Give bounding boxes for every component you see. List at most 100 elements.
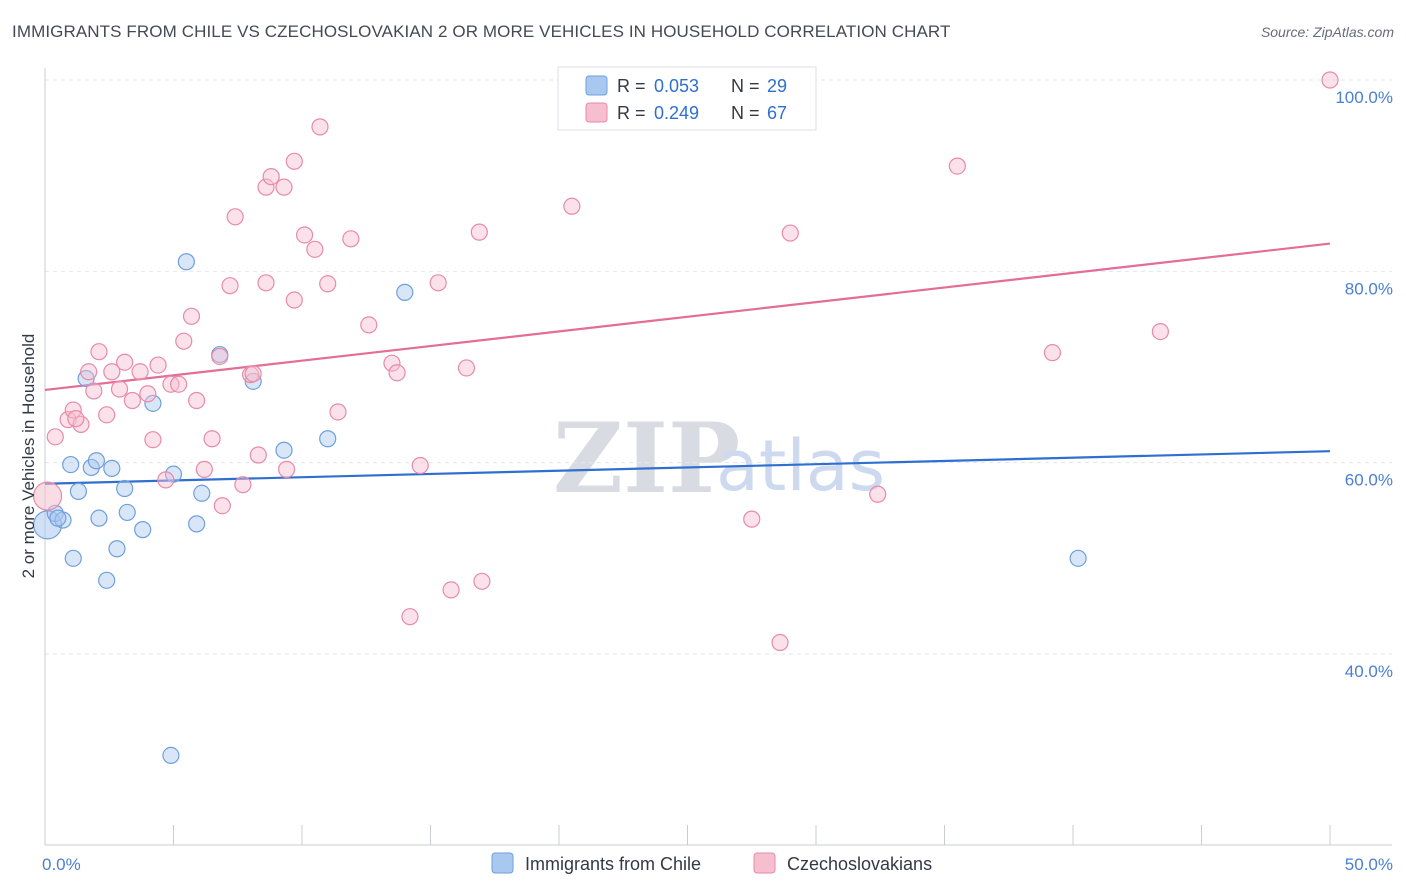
legend-swatch-czechoslovakians: [585, 102, 608, 123]
point-chile: [116, 479, 134, 498]
point-czechoslovakians: [306, 240, 324, 258]
legend-swatch-chile: [491, 852, 514, 874]
point-czechoslovakians: [285, 152, 303, 170]
legend-n-value: 29: [767, 76, 787, 96]
point-czechoslovakians: [948, 157, 966, 175]
point-czechoslovakians: [32, 481, 63, 511]
point-czechoslovakians: [144, 431, 162, 449]
point-czechoslovakians: [203, 430, 221, 448]
axes: [44, 68, 1392, 846]
legend-label-chile: Immigrants from Chile: [525, 854, 701, 874]
y-tick-label: 100.0%: [1335, 88, 1393, 107]
point-czechoslovakians: [139, 385, 157, 403]
point-czechoslovakians: [170, 375, 188, 393]
point-chile: [103, 459, 121, 478]
point-czechoslovakians: [342, 230, 360, 248]
point-chile: [98, 571, 116, 589]
point-czechoslovakians: [869, 485, 887, 503]
point-chile: [90, 509, 108, 527]
point-czechoslovakians: [188, 391, 206, 410]
point-chile: [193, 484, 211, 502]
point-czechoslovakians: [473, 572, 491, 590]
point-chile: [177, 253, 195, 271]
point-czechoslovakians: [131, 363, 149, 381]
point-czechoslovakians: [244, 365, 262, 383]
point-czechoslovakians: [175, 332, 193, 350]
point-czechoslovakians: [442, 581, 460, 599]
watermark: ZIP atlas: [553, 402, 885, 515]
legend-label-czechoslovakians: Czechoslovakians: [787, 854, 932, 874]
data-points: [32, 71, 1339, 765]
point-czechoslovakians: [470, 223, 488, 241]
point-czechoslovakians: [411, 456, 429, 475]
point-czechoslovakians: [275, 178, 293, 196]
point-chile: [319, 430, 337, 448]
point-czechoslovakians: [277, 460, 296, 478]
legend-r-label: R =: [617, 103, 646, 123]
point-chile: [69, 482, 88, 500]
point-czechoslovakians: [182, 307, 201, 325]
y-tick-label: 60.0%: [1345, 471, 1393, 490]
trend-line-czechoslovakians: [44, 242, 1331, 392]
point-czechoslovakians: [149, 356, 167, 374]
point-chile: [134, 521, 152, 539]
point-czechoslovakians: [262, 168, 280, 186]
point-chile: [108, 540, 126, 558]
point-czechoslovakians: [195, 460, 213, 478]
point-czechoslovakians: [329, 403, 347, 421]
trend-lines: [44, 242, 1331, 485]
point-czechoslovakians: [285, 291, 303, 309]
point-czechoslovakians: [743, 510, 761, 528]
point-czechoslovakians: [1151, 323, 1169, 341]
point-czechoslovakians: [388, 364, 406, 382]
x-tick-labels: 0.0% 50.0%: [42, 855, 1393, 874]
point-czechoslovakians: [103, 363, 121, 381]
point-czechoslovakians: [80, 363, 98, 381]
chart-title: IMMIGRANTS FROM CHILE VS CZECHOSLOVAKIAN…: [12, 22, 951, 41]
point-chile: [62, 455, 80, 474]
point-czechoslovakians: [249, 446, 267, 464]
point-czechoslovakians: [211, 347, 229, 366]
legend-n-value: 67: [767, 103, 787, 123]
x-tick-label: 0.0%: [42, 855, 81, 874]
point-czechoslovakians: [457, 359, 476, 377]
y-axis-label: 2 or more Vehicles in Household: [19, 334, 38, 579]
legend-bottom: Immigrants from Chile Czechoslovakians: [491, 852, 932, 874]
point-chile: [162, 746, 180, 765]
point-chile: [396, 283, 414, 301]
point-chile: [118, 503, 136, 522]
point-chile: [144, 394, 162, 412]
y-tick-label: 40.0%: [1345, 662, 1393, 681]
point-czechoslovakians: [213, 497, 231, 515]
legend-r-label: R =: [617, 76, 646, 96]
point-czechoslovakians: [429, 274, 447, 292]
point-czechoslovakians: [319, 275, 337, 293]
point-czechoslovakians: [771, 633, 789, 652]
point-chile: [77, 369, 95, 388]
point-chile: [49, 509, 67, 527]
point-czechoslovakians: [383, 354, 401, 372]
legend-row-czechoslovakians: R = 0.249 N = 67: [585, 102, 787, 123]
point-czechoslovakians: [85, 382, 103, 400]
point-czechoslovakians: [90, 343, 108, 361]
legend-top: R = 0.053 N = 29 R = 0.249 N = 67: [557, 66, 817, 131]
point-czechoslovakians: [221, 277, 239, 295]
point-chile: [64, 549, 82, 567]
point-czechoslovakians: [234, 476, 252, 494]
point-chile: [188, 515, 206, 533]
legend-n-label: N =: [731, 103, 760, 123]
point-czechoslovakians: [46, 428, 64, 446]
point-czechoslovakians: [257, 274, 275, 292]
legend-row-chile: R = 0.053 N = 29: [585, 75, 787, 96]
point-czechoslovakians: [360, 316, 378, 334]
point-chile: [1069, 549, 1087, 567]
watermark-zip: ZIP: [553, 402, 740, 515]
point-czechoslovakians: [563, 197, 581, 215]
point-czechoslovakians: [1043, 344, 1062, 362]
point-czechoslovakians: [67, 410, 85, 428]
trend-line-chile: [44, 450, 1331, 485]
point-czechoslovakians: [116, 353, 134, 371]
point-czechoslovakians: [123, 391, 141, 410]
legend-swatch-chile: [585, 75, 608, 96]
